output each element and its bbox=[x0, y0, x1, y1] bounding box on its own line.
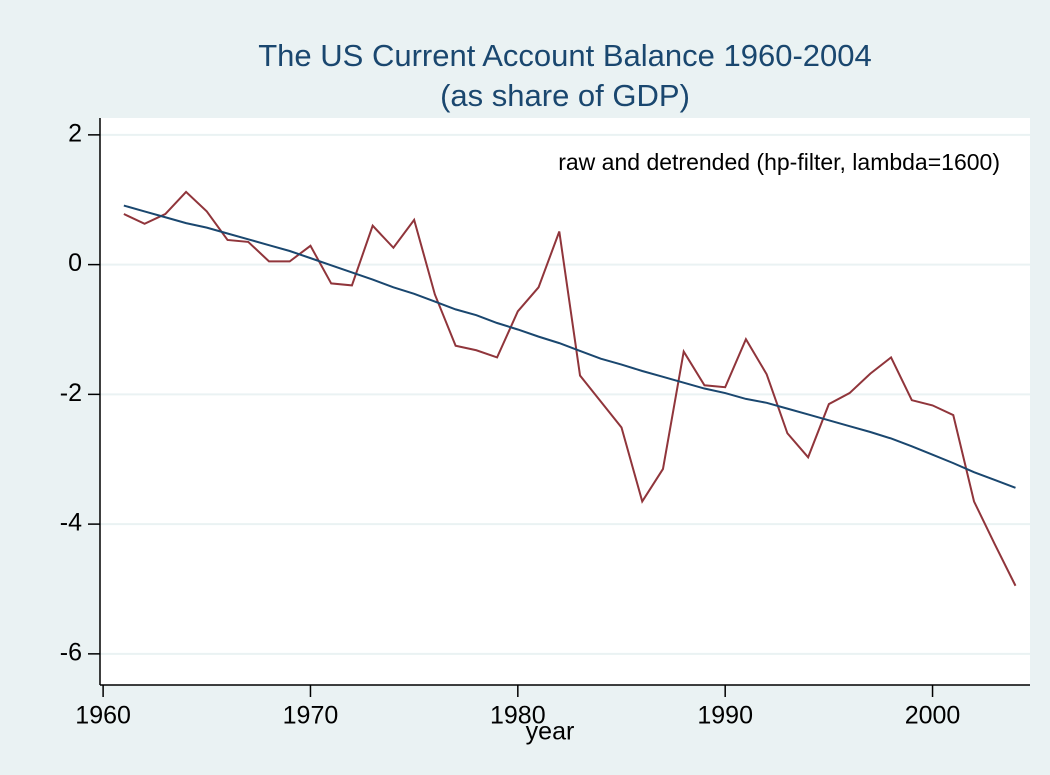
x-axis-label: year bbox=[526, 718, 575, 746]
y-tick-label: -2 bbox=[60, 379, 82, 407]
y-tick-label: -6 bbox=[60, 638, 82, 666]
y-tick-label: -4 bbox=[60, 509, 82, 537]
chart-title: (as share of GDP) bbox=[440, 78, 690, 113]
y-tick-label: 0 bbox=[68, 249, 82, 277]
plot-area bbox=[100, 118, 1030, 685]
x-tick-label: 1990 bbox=[697, 702, 753, 730]
x-tick-label: 2000 bbox=[905, 702, 961, 730]
y-tick-label: 2 bbox=[68, 119, 82, 147]
line-series bbox=[123, 204, 1016, 489]
line-series bbox=[123, 190, 1017, 587]
x-tick-label: 1980 bbox=[490, 702, 546, 730]
annotation: raw and detrended (hp-filter, lambda=160… bbox=[558, 149, 1000, 175]
x-tick-label: 1970 bbox=[283, 702, 339, 730]
x-tick-label: 1960 bbox=[75, 702, 131, 730]
chart-title: The US Current Account Balance 1960-2004 bbox=[258, 38, 872, 73]
